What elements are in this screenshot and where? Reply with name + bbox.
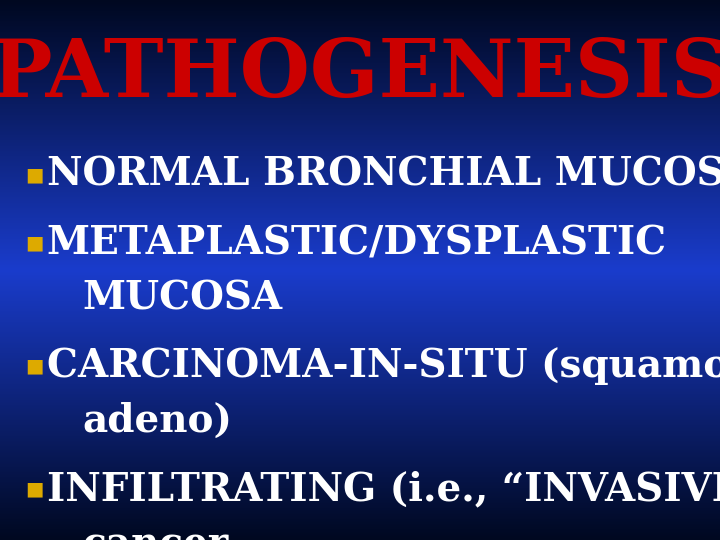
Text: ■: ■ xyxy=(25,480,44,498)
Text: CARCINOMA-IN-SITU (squamous,: CARCINOMA-IN-SITU (squamous, xyxy=(47,347,720,385)
Text: ■: ■ xyxy=(25,233,44,253)
Text: cancer: cancer xyxy=(83,525,229,540)
Text: adeno): adeno) xyxy=(83,402,233,440)
Text: INFILTRATING (i.e., “INVASIVE”): INFILTRATING (i.e., “INVASIVE”) xyxy=(47,470,720,508)
Text: ■: ■ xyxy=(25,356,44,375)
Text: NORMAL BRONCHIAL MUCOSA: NORMAL BRONCHIAL MUCOSA xyxy=(47,156,720,194)
Text: MUCOSA: MUCOSA xyxy=(83,279,283,317)
Text: METAPLASTIC/DYSPLASTIC: METAPLASTIC/DYSPLASTIC xyxy=(47,224,667,262)
Text: PATHOGENESIS: PATHOGENESIS xyxy=(0,36,720,114)
Text: ■: ■ xyxy=(25,165,44,185)
